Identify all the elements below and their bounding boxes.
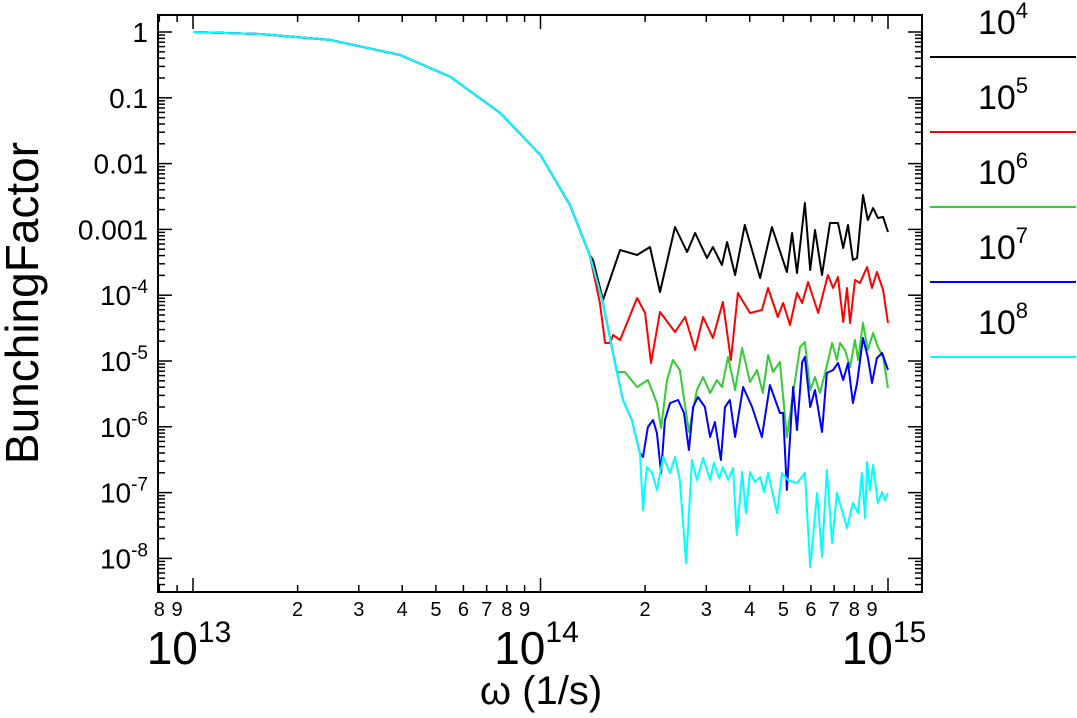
x-minor-tick-label: 7 (481, 599, 492, 621)
series-line-1e6 (192, 31, 889, 438)
legend-item-1e4: 104 (930, 0, 1076, 58)
series-line-1e8 (192, 31, 889, 568)
x-minor-tick-label: 8 (849, 599, 860, 621)
series-line-1e5 (192, 31, 889, 364)
legend-label: 104 (978, 0, 1028, 42)
x-minor-tick-label: 4 (397, 599, 408, 621)
x-minor-tick-label: 4 (744, 599, 755, 621)
x-minor-tick-label: 6 (805, 599, 816, 621)
x-axis-label: ω (1/s) (480, 669, 602, 713)
x-major-tick-label: 1013 (147, 616, 232, 674)
y-tick-label: 10-5 (100, 343, 148, 377)
legend-item-1e6: 106 (930, 148, 1076, 208)
x-minor-tick-label: 3 (701, 599, 712, 621)
y-tick-label: 1 (132, 17, 148, 48)
y-tick-label: 10-4 (100, 277, 148, 311)
x-minor-tick-label: 7 (829, 599, 840, 621)
legend-item-1e5: 105 (930, 73, 1076, 133)
legend-label: 108 (978, 298, 1028, 342)
y-axis-label: BunchingFactor (0, 142, 48, 464)
x-minor-tick-label: 8 (501, 599, 512, 621)
legend-item-1e7: 107 (930, 223, 1076, 283)
x-minor-tick-label: 5 (778, 599, 789, 621)
x-minor-tick-label: 3 (353, 599, 364, 621)
x-minor-tick-label: 2 (640, 599, 651, 621)
y-tick-label: 0.001 (78, 214, 148, 245)
legend-label: 105 (978, 73, 1028, 117)
curves-layer (192, 31, 889, 568)
ticks-layer (158, 15, 922, 592)
x-major-tick-label: 1014 (494, 616, 579, 674)
y-tick-label: 10-7 (100, 475, 148, 509)
x-minor-tick-label: 6 (458, 599, 469, 621)
x-major-tick-label: 1015 (842, 616, 927, 674)
x-minor-tick-label: 9 (519, 599, 530, 621)
x-minor-tick-label: 2 (292, 599, 303, 621)
x-minor-tick-label: 9 (867, 599, 878, 621)
legend: 104 105 106 107 108 (930, 0, 1076, 358)
x-minor-tick-label: 9 (172, 599, 183, 621)
series-line-1e4 (192, 31, 889, 301)
x-minor-tick-label: 5 (430, 599, 441, 621)
y-tick-label: 0.1 (109, 83, 148, 114)
legend-label: 106 (978, 148, 1028, 192)
y-tick-label: 0.01 (94, 149, 149, 180)
y-tick-label: 10-6 (100, 409, 148, 443)
y-tick-label: 10-8 (100, 540, 148, 574)
legend-item-1e8: 108 (930, 298, 1076, 358)
legend-label: 107 (978, 223, 1028, 267)
x-minor-tick-label: 8 (154, 599, 165, 621)
